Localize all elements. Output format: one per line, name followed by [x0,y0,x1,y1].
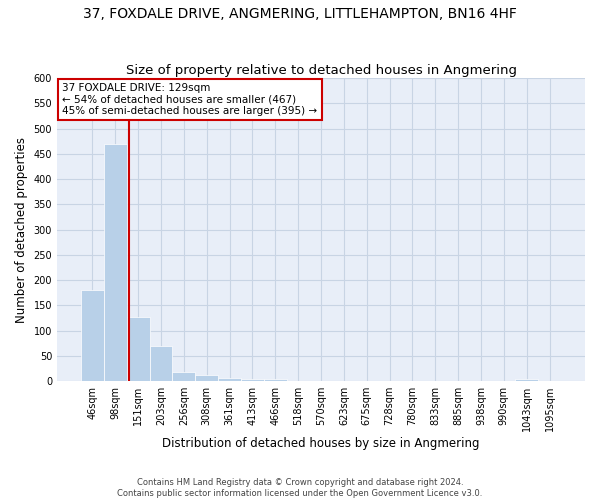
Bar [196,375,218,381]
Title: Size of property relative to detached houses in Angmering: Size of property relative to detached ho… [125,64,517,77]
X-axis label: Distribution of detached houses by size in Angmering: Distribution of detached houses by size … [162,437,480,450]
Bar [218,378,241,381]
Text: 37, FOXDALE DRIVE, ANGMERING, LITTLEHAMPTON, BN16 4HF: 37, FOXDALE DRIVE, ANGMERING, LITTLEHAMP… [83,8,517,22]
Text: 37 FOXDALE DRIVE: 129sqm
← 54% of detached houses are smaller (467)
45% of semi-: 37 FOXDALE DRIVE: 129sqm ← 54% of detach… [62,82,317,116]
Bar [515,378,538,381]
Bar [127,316,149,381]
Bar [172,372,196,381]
Bar [81,290,104,381]
Text: Contains HM Land Registry data © Crown copyright and database right 2024.
Contai: Contains HM Land Registry data © Crown c… [118,478,482,498]
Bar [241,378,264,381]
Bar [264,378,287,381]
Bar [149,346,172,381]
Bar [104,144,127,381]
Y-axis label: Number of detached properties: Number of detached properties [15,136,28,322]
